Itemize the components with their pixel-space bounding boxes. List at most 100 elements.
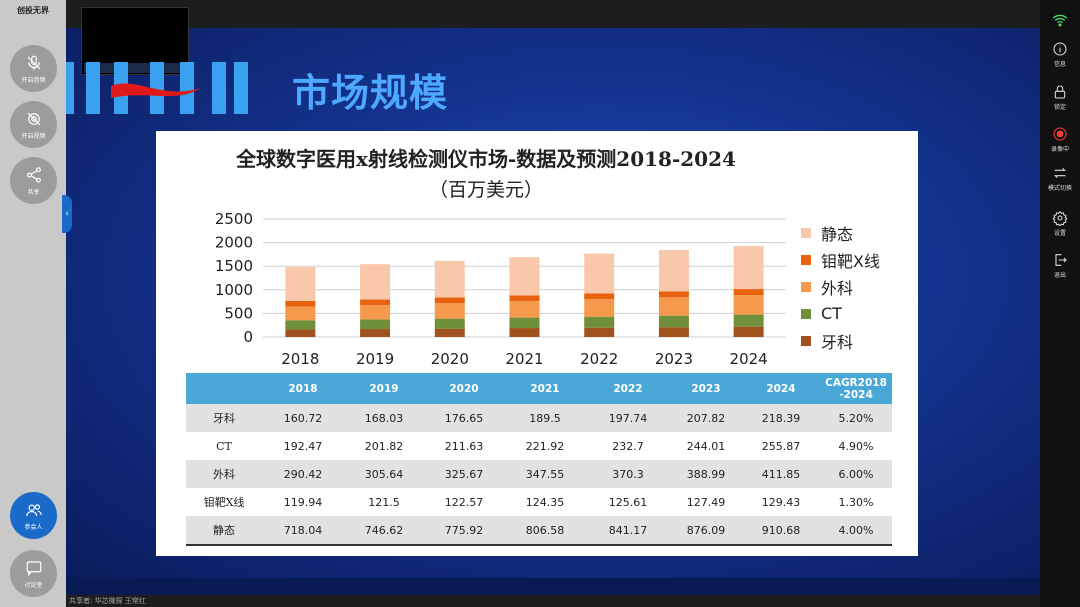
discussion-button[interactable]: 讨论室 [10,550,57,597]
legend-item: 外科 [801,273,880,300]
signal-icon [1052,14,1068,27]
table-row: 钼靶X线 119.94 121.5 122.57 124.35 125.61 127.49 1… [186,488,892,516]
table-header-cell: 2018 [262,373,344,404]
table-header-cell [186,373,262,404]
bar-segment [360,319,391,330]
x-tick-label: 2018 [281,350,319,368]
mode-switch-button[interactable]: 模式切换 [1040,165,1080,192]
legend-item: 钼靶X线 [801,246,880,273]
table-cell: 160.72 [262,404,344,432]
table-cell: 718.04 [262,516,344,546]
table-cell: 876.09 [670,516,742,546]
legend-label: 牙科 [821,332,854,352]
bar-segment [285,267,316,301]
record-button[interactable]: 录像中 [1040,126,1080,153]
table-cell: 388.99 [670,460,742,488]
bar-segment [509,317,540,329]
table-cell: 775.92 [424,516,504,546]
participants-label: 参会人 [24,523,43,531]
bar-segment [434,328,465,337]
table-cell: 221.92 [504,432,586,460]
table-cell: 197.74 [586,404,670,432]
collapse-sidebar-tab[interactable]: ‹ [62,195,72,233]
x-tick-label: 2020 [431,350,469,368]
info-button[interactable]: 信息 [1040,41,1080,68]
table-cell: CT [186,432,262,460]
right-toolbar: 信息 锁定 录像中 模式切换 设置 退出 [1040,0,1080,607]
bar-segment [658,291,689,298]
record-icon [1053,127,1067,141]
chart-panel: 全球数字医用x射线检测仪市场-数据及预测2018-2024 （百万美元） 0 50… [156,131,918,556]
table-cell: 189.5 [504,404,586,432]
bar-segment [658,327,689,337]
exit-button[interactable]: 退出 [1040,252,1080,279]
table-cell: 255.87 [742,432,820,460]
legend-label: 外科 [821,278,854,298]
mic-toggle-label: 开启音频 [21,76,46,84]
bar-segment [285,306,316,321]
share-button[interactable]: 共享 [10,157,57,204]
bar-segment [733,326,764,337]
bar-segment [733,295,764,315]
participants-icon [25,503,42,516]
mode-switch-label: 模式切换 [1047,185,1072,192]
bar-segment [360,329,391,337]
y-tick-label: 500 [224,304,253,322]
mic-off-icon [27,55,40,70]
table-header-row: 2018 2019 2020 2021 2022 2023 2024 CAGR2018 -202… [186,373,892,404]
table-cell: 钼靶X线 [186,488,262,516]
legend-item: 静态 [801,219,880,246]
slide-top-band [66,0,1040,28]
y-tick-label: 0 [243,328,253,346]
y-tick-label: 1000 [215,281,253,299]
decor-bar [234,62,248,114]
lock-label: 锁定 [1053,104,1066,111]
table-cell: 121.5 [344,488,424,516]
x-tick-label: 2022 [580,350,618,368]
table-row: CT 192.47 201.82 211.63 221.92 232.7 244.01 255… [186,432,892,460]
bar-segment [509,257,540,296]
table-cell: 125.61 [586,488,670,516]
table-cell: 129.43 [742,488,820,516]
network-status-button[interactable] [1040,12,1080,28]
x-tick-label: 2021 [505,350,543,368]
table-cell: 5.20% [820,404,892,432]
settings-label: 设置 [1053,230,1066,237]
legend-swatch [801,335,811,346]
info-label: 信息 [1053,61,1066,68]
table-cell: 192.47 [262,432,344,460]
camera-toggle-button[interactable]: 开启视频 [10,101,57,148]
legend-label: 钼靶X线 [821,251,880,271]
lock-button[interactable]: 锁定 [1040,84,1080,111]
bar-segment [658,315,689,328]
mic-toggle-button[interactable]: 开启音频 [10,45,57,92]
participants-button[interactable]: 参会人 [10,492,57,539]
video-thumbnail-strip [84,63,184,73]
red-ribbon-decoration [111,83,201,98]
y-tick-label: 2500 [215,210,253,228]
legend-swatch [801,254,811,265]
gear-icon [1052,210,1068,226]
chart-subtitle: （百万美元） [428,179,543,201]
bar-segment [360,305,391,320]
table-cell: 静态 [186,516,262,546]
bar-segment [285,329,316,337]
table-cell: 218.39 [742,404,820,432]
discussion-label: 讨论室 [24,581,43,589]
chart-legend: 静态 钼靶X线 外科 CT 牙科 [801,219,880,354]
table-cell: 4.90% [820,432,892,460]
table-cell: 122.57 [424,488,504,516]
table-header-cell: 2024 [742,373,820,404]
table-cell: 347.55 [504,460,586,488]
x-tick-label: 2024 [730,350,768,368]
switch-icon [1054,167,1066,179]
table-cell: 370.3 [586,460,670,488]
x-tick-label: 2023 [655,350,693,368]
bar-segment [584,253,615,294]
table-header-cell: 2023 [670,373,742,404]
table-header-cell: 2019 [344,373,424,404]
bar-segment [584,299,615,317]
settings-button[interactable]: 设置 [1040,210,1080,237]
decor-bar [212,62,226,114]
table-cell: 4.00% [820,516,892,546]
